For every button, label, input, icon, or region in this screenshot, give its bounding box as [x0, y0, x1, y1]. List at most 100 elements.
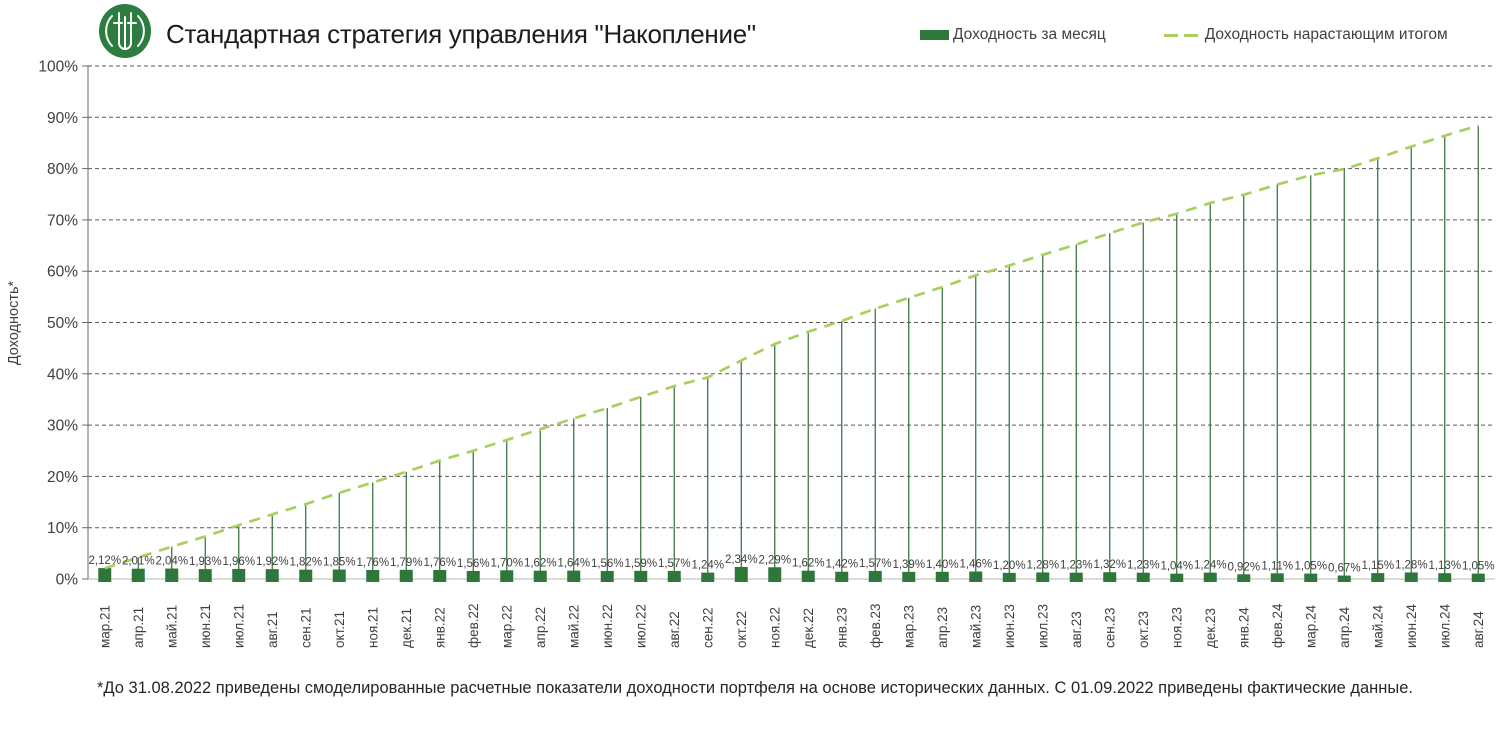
- x-tick-label: окт.23: [1136, 611, 1151, 648]
- x-tick-label: июл.23: [1035, 604, 1050, 648]
- x-tick-label: май.24: [1370, 604, 1385, 648]
- bar-май.23: [969, 571, 983, 582]
- x-tick-label: июн.24: [1404, 604, 1419, 648]
- bar-мар.22: [500, 570, 514, 582]
- bank-logo-emblem: [99, 4, 151, 58]
- bar-окт.21: [332, 569, 346, 582]
- legend-label-cumulative: Доходность нарастающим итогом: [1204, 26, 1448, 43]
- x-tick-label: окт.21: [332, 611, 347, 648]
- y-tick-label: 40%: [47, 366, 78, 383]
- bar-мар.21: [98, 568, 112, 582]
- x-tick-label: окт.22: [734, 611, 749, 648]
- bar-label: 2,04%: [155, 556, 188, 568]
- bar-авг.23: [1069, 572, 1083, 582]
- bar-апр.24: [1337, 575, 1351, 582]
- bar-апр.23: [935, 571, 949, 582]
- x-tick-label: апр.23: [935, 607, 950, 648]
- x-tick-label: апр.24: [1337, 606, 1352, 648]
- x-tick-label: мар.21: [97, 605, 112, 648]
- bar-сен.23: [1103, 572, 1117, 582]
- bar-label: 1,04%: [1160, 561, 1193, 573]
- bar-июл.24: [1438, 573, 1452, 582]
- bar-ноя.21: [366, 569, 380, 582]
- bar-label: 1,59%: [624, 558, 657, 570]
- bar-label: 1,64%: [557, 558, 590, 570]
- y-tick-label: 100%: [38, 59, 78, 76]
- y-tick-label: 80%: [47, 161, 78, 178]
- x-tick-label: июн.23: [1002, 604, 1017, 648]
- bar-янв.22: [433, 569, 447, 582]
- bar-сен.21: [299, 569, 313, 582]
- x-tick-label: июл.22: [633, 604, 648, 648]
- bar-label: 1,32%: [1093, 559, 1126, 571]
- returns-chart: 0%10%20%30%40%50%60%70%80%90%100%2,12% 2,…: [38, 59, 1495, 648]
- bar-label: 1,28%: [1395, 559, 1428, 571]
- footnote: *До 31.08.2022 приведены смоделированные…: [97, 679, 1414, 697]
- y-tick-label: 60%: [47, 264, 78, 281]
- x-tick-label: авг.23: [1069, 611, 1084, 648]
- x-tick-label: ноя.23: [1169, 607, 1184, 648]
- bar-label: 1,28%: [1026, 559, 1059, 571]
- bar-апр.21: [131, 568, 145, 582]
- bar-май.22: [567, 570, 581, 582]
- bar-ноя.23: [1170, 573, 1184, 582]
- bar-label: 1,62%: [524, 558, 557, 570]
- bar-label: 1,57%: [658, 558, 691, 570]
- bar-июн.21: [198, 569, 212, 582]
- x-tick-label: апр.21: [131, 607, 146, 648]
- bar-label: 1,62%: [792, 558, 825, 570]
- x-tick-label: мар.23: [901, 605, 916, 648]
- x-tick-label: дек.22: [801, 608, 816, 648]
- bar-июн.23: [1002, 572, 1016, 582]
- dashed-line-swatch-icon: [1163, 33, 1198, 37]
- header: Стандартная стратегия управления "Накопл…: [0, 0, 1508, 62]
- bar-label: 1,85%: [323, 557, 356, 569]
- bar-окт.22: [734, 566, 748, 582]
- legend-item-cumulative: Доходность нарастающим итогом: [1163, 26, 1448, 44]
- y-tick-label: 30%: [47, 418, 78, 435]
- y-tick-label: 90%: [47, 110, 78, 127]
- bar-label: 1,40%: [926, 559, 959, 571]
- bar-label: 1,24%: [1194, 560, 1227, 572]
- bar-label: 1,70%: [490, 557, 523, 569]
- chart-title: Стандартная стратегия управления "Накопл…: [166, 19, 756, 49]
- bar-дек.21: [399, 569, 413, 582]
- bar-label: 1,46%: [959, 559, 992, 571]
- x-tick-label: дек.23: [1203, 608, 1218, 648]
- bar-label: 1,24%: [691, 560, 724, 572]
- x-tick-label: авг.21: [265, 611, 280, 648]
- y-tick-label: 50%: [47, 315, 78, 332]
- x-tick-label: дек.21: [399, 608, 414, 648]
- bar-мар.24: [1304, 573, 1318, 582]
- bar-июл.22: [634, 570, 648, 582]
- bar-label: 0,92%: [1227, 561, 1260, 573]
- bar-дек.23: [1203, 572, 1217, 582]
- bar-label: 2,12%: [88, 555, 121, 567]
- x-tick-label: янв.24: [1236, 607, 1251, 648]
- x-tick-label: авг.24: [1471, 611, 1486, 648]
- bar-янв.23: [835, 571, 849, 582]
- y-axis-title: Доходность*: [6, 280, 22, 366]
- bar-label: 0,67%: [1328, 563, 1361, 575]
- bar-label: 2,29%: [758, 554, 791, 566]
- bar-май.24: [1371, 573, 1385, 582]
- bar-дек.22: [801, 570, 815, 582]
- bar-май.21: [165, 568, 179, 582]
- bar-сен.22: [701, 572, 715, 582]
- bar-label: 1,13%: [1428, 560, 1461, 572]
- bar-label: 2,34%: [725, 554, 758, 566]
- x-tick-label: сен.22: [700, 608, 715, 648]
- bar-label: 1,42%: [825, 559, 858, 571]
- x-tick-label: фев.23: [868, 603, 883, 648]
- bar-swatch-icon: [920, 30, 949, 40]
- y-tick-label: 10%: [47, 520, 78, 537]
- x-tick-label: янв.22: [432, 607, 447, 648]
- bar-label: 1,56%: [591, 558, 624, 570]
- bar-июл.21: [232, 568, 246, 582]
- x-tick-label: фев.24: [1270, 603, 1285, 648]
- bar-label: 1,57%: [859, 558, 892, 570]
- bar-label: 1,11%: [1261, 560, 1293, 572]
- bar-label: 1,76%: [423, 557, 456, 569]
- bar-авг.22: [667, 570, 681, 582]
